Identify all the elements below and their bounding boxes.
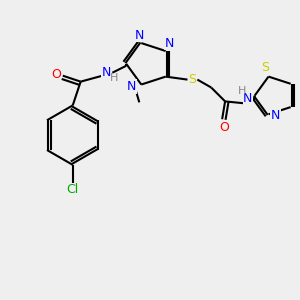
Text: O: O	[51, 68, 61, 81]
Text: H: H	[110, 73, 118, 83]
Text: O: O	[219, 121, 229, 134]
Text: N: N	[165, 37, 174, 50]
Text: N: N	[102, 66, 111, 79]
Text: N: N	[243, 92, 253, 105]
Text: H: H	[238, 86, 246, 97]
Text: N: N	[271, 109, 280, 122]
Text: S: S	[188, 73, 196, 86]
Text: S: S	[262, 61, 269, 74]
Text: Cl: Cl	[67, 183, 79, 196]
Text: N: N	[127, 80, 136, 93]
Text: N: N	[135, 29, 144, 42]
